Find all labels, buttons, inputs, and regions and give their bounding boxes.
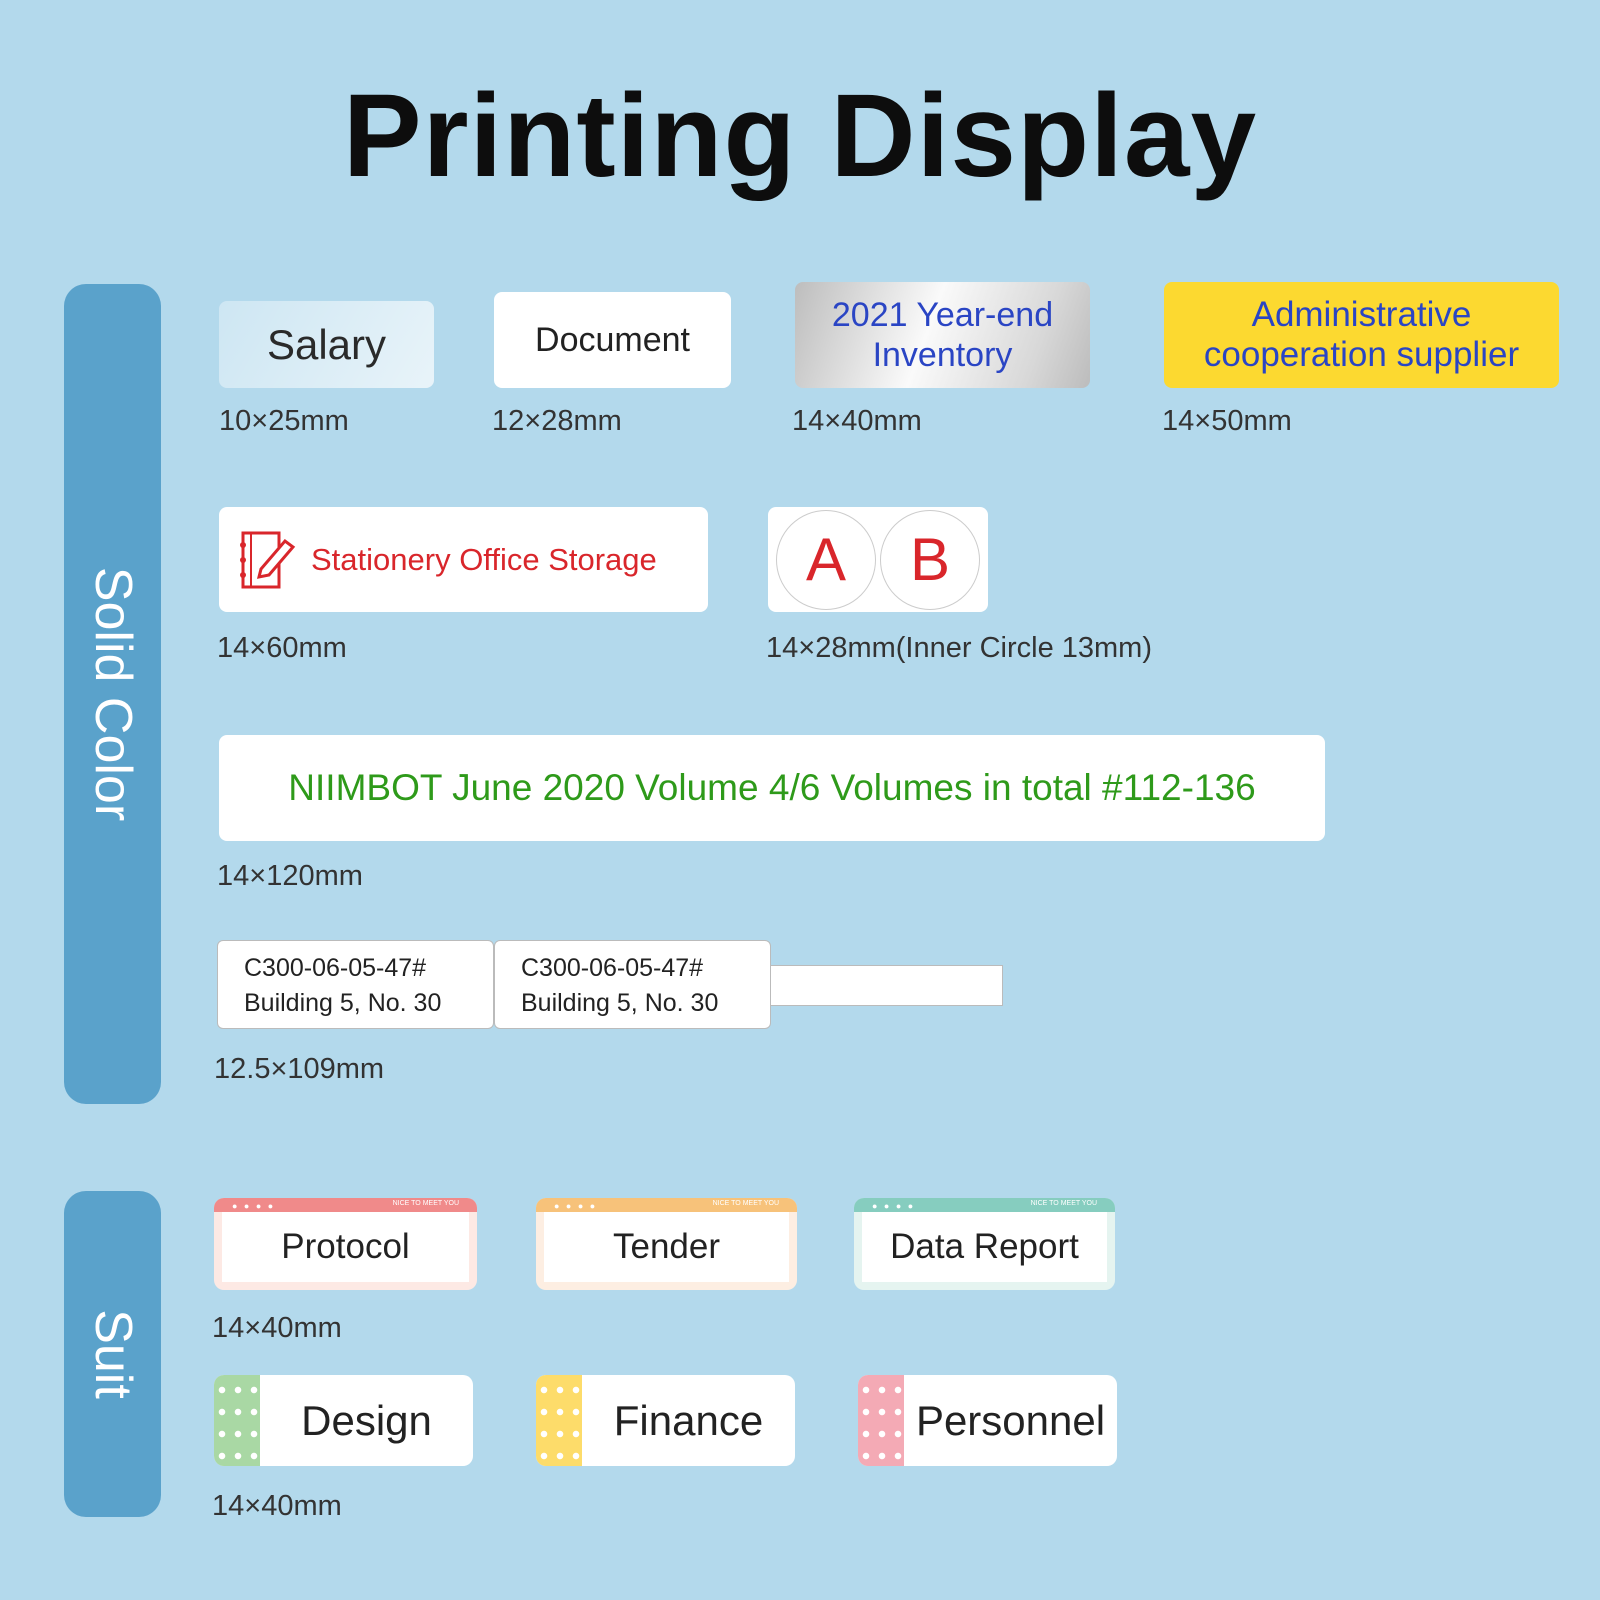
- label-text: Finance: [613, 1396, 764, 1444]
- label-text: Protocol: [222, 1212, 469, 1282]
- label-text: Inventory: [872, 336, 1013, 374]
- section-label: Suit: [83, 1309, 142, 1399]
- label-text: Administrative: [1251, 295, 1472, 334]
- suit-label-data-report: ● ● ● ● NICE TO MEET YOU Data Report: [854, 1198, 1115, 1290]
- size-text: 14×50mm: [1162, 405, 1292, 437]
- polka-dot-strip: [536, 1375, 582, 1466]
- label-code: C300-06-05-47# Building 5, No. 30: [494, 940, 771, 1029]
- size-text: 12×28mm: [492, 405, 622, 437]
- label-stationery: Stationery Office Storage: [219, 507, 708, 612]
- section-label: Solid Color: [83, 566, 142, 822]
- label-text: Tender: [544, 1212, 789, 1282]
- page-title: Printing Display: [342, 70, 1258, 202]
- circle-label: A: [776, 509, 876, 610]
- tag-text: NICE TO MEET YOU: [1030, 1200, 1097, 1207]
- label-year-end-inventory: 2021 Year-end Inventory: [795, 282, 1090, 388]
- label-text: Data Report: [862, 1212, 1107, 1282]
- label-text: Design: [301, 1396, 432, 1444]
- label-text: 2021 Year-end: [831, 296, 1054, 334]
- suit-label-design: Design: [214, 1375, 473, 1466]
- circle-label: B: [880, 509, 980, 610]
- label-text: NIIMBOT June 2020 Volume 4/6 Volumes in …: [288, 767, 1256, 808]
- suit-label-tender: ● ● ● ● NICE TO MEET YOU Tender: [536, 1198, 797, 1290]
- size-text: 12.5×109mm: [214, 1053, 385, 1085]
- size-text: 14×40mm: [792, 405, 922, 437]
- dots-decor: ● ● ● ●: [554, 1201, 598, 1211]
- size-text: 14×60mm: [217, 632, 347, 664]
- label-administrative: Administrative cooperation supplier: [1164, 282, 1559, 388]
- size-text: 14×40mm: [212, 1312, 342, 1344]
- tag-text: NICE TO MEET YOU: [392, 1200, 459, 1207]
- label-salary: Salary: [219, 301, 434, 388]
- label-text: Building 5, No. 30: [244, 989, 442, 1017]
- tag-text: NICE TO MEET YOU: [712, 1200, 779, 1207]
- label-niimbot: NIIMBOT June 2020 Volume 4/6 Volumes in …: [219, 735, 1325, 841]
- notebook-pencil-icon: [240, 531, 296, 588]
- section-solid-color: Solid Color: [64, 284, 161, 1104]
- size-text: 10×25mm: [219, 405, 349, 437]
- section-suit: Suit: [64, 1191, 161, 1517]
- label-text: Salary: [266, 320, 387, 368]
- polka-dot-strip: [858, 1375, 904, 1466]
- polka-dot-strip: [214, 1375, 260, 1466]
- blank-tape: [770, 965, 1003, 1006]
- label-document: Document: [494, 292, 731, 388]
- label-ab-circles: A B: [768, 507, 988, 612]
- size-text: 14×28mm(Inner Circle 13mm): [766, 632, 1152, 664]
- suit-label-protocol: ● ● ● ● NICE TO MEET YOU Protocol: [214, 1198, 477, 1290]
- label-text: Building 5, No. 30: [521, 989, 719, 1017]
- dots-decor: ● ● ● ●: [872, 1201, 916, 1211]
- label-text: Stationery Office Storage: [311, 541, 657, 577]
- label-text: cooperation supplier: [1203, 335, 1520, 374]
- size-text: 14×120mm: [217, 860, 363, 892]
- label-text: Personnel: [915, 1396, 1106, 1444]
- dots-decor: ● ● ● ●: [232, 1201, 276, 1211]
- label-code: C300-06-05-47# Building 5, No. 30: [217, 940, 494, 1029]
- label-text: C300-06-05-47#: [244, 954, 427, 982]
- suit-label-personnel: Personnel: [858, 1375, 1117, 1466]
- suit-label-finance: Finance: [536, 1375, 795, 1466]
- label-text: Document: [535, 320, 690, 359]
- label-text: C300-06-05-47#: [521, 954, 704, 982]
- size-text: 14×40mm: [212, 1490, 342, 1522]
